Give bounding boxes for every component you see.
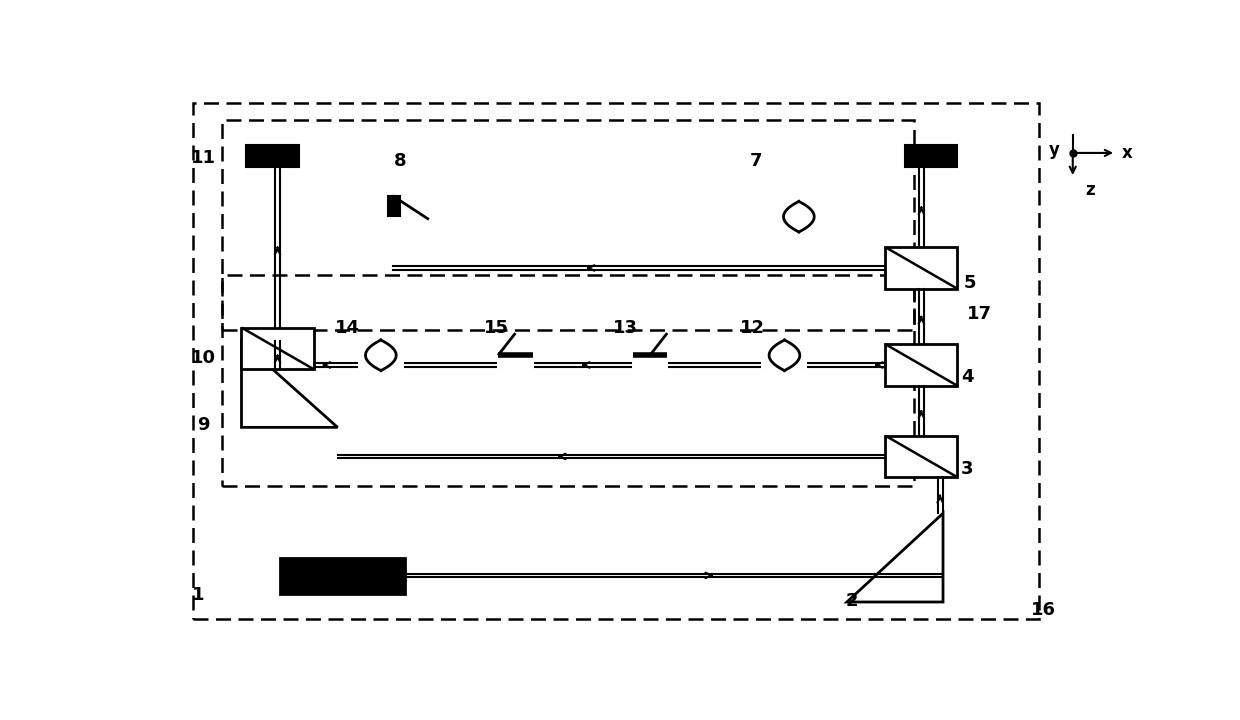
Text: 16: 16: [1032, 601, 1056, 619]
Bar: [280, 557, 404, 594]
Text: 11: 11: [191, 150, 216, 168]
Text: 8: 8: [394, 152, 407, 170]
Text: 3: 3: [961, 460, 973, 478]
Text: 17: 17: [967, 305, 992, 323]
Bar: [193, 103, 1039, 618]
Bar: [388, 196, 401, 215]
Text: 12: 12: [740, 318, 765, 336]
Text: 9: 9: [197, 415, 210, 433]
Text: 6: 6: [923, 150, 935, 168]
Bar: [222, 275, 914, 485]
Text: 13: 13: [614, 318, 639, 336]
Bar: [885, 344, 957, 386]
Text: 10: 10: [191, 349, 216, 367]
Bar: [885, 247, 957, 289]
Text: y: y: [1049, 141, 1059, 159]
Text: 4: 4: [961, 369, 973, 387]
Text: 2: 2: [846, 592, 858, 610]
Text: 15: 15: [484, 318, 508, 336]
Bar: [247, 145, 299, 167]
Text: 1: 1: [192, 586, 205, 604]
Text: z: z: [1085, 181, 1095, 199]
Text: 5: 5: [963, 274, 976, 292]
Bar: [222, 120, 914, 330]
Text: x: x: [1122, 144, 1133, 162]
Text: 14: 14: [335, 318, 360, 336]
Bar: [905, 145, 957, 167]
Bar: [242, 328, 314, 369]
Bar: [885, 436, 957, 477]
Text: 7: 7: [749, 152, 761, 170]
